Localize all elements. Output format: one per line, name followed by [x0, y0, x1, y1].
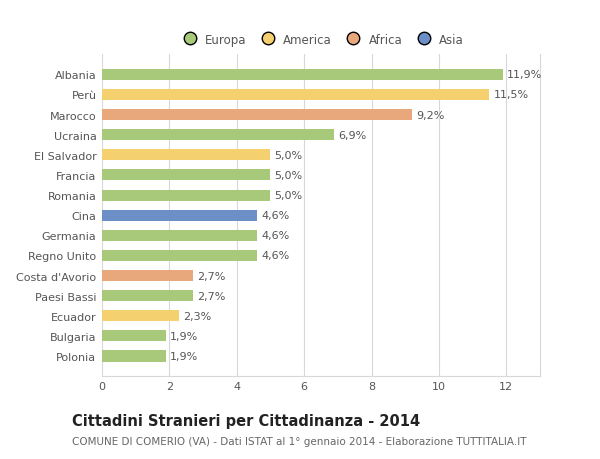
Bar [102, 230, 257, 241]
Text: 2,3%: 2,3% [184, 311, 212, 321]
Bar [102, 90, 490, 101]
Text: 2,7%: 2,7% [197, 271, 226, 281]
Bar [102, 250, 257, 262]
Bar [102, 170, 271, 181]
Bar [102, 311, 179, 322]
Bar [102, 130, 334, 141]
Bar [102, 110, 412, 121]
Bar [102, 330, 166, 341]
Bar [102, 291, 193, 302]
Text: 9,2%: 9,2% [416, 110, 445, 120]
Text: 5,0%: 5,0% [275, 171, 302, 180]
Bar [102, 70, 503, 81]
Text: 4,6%: 4,6% [261, 251, 289, 261]
Legend: Europa, America, Africa, Asia: Europa, America, Africa, Asia [173, 29, 469, 51]
Text: 4,6%: 4,6% [261, 211, 289, 221]
Text: 6,9%: 6,9% [338, 130, 367, 140]
Bar [102, 190, 271, 201]
Bar [102, 270, 193, 281]
Text: 1,9%: 1,9% [170, 351, 199, 361]
Text: COMUNE DI COMERIO (VA) - Dati ISTAT al 1° gennaio 2014 - Elaborazione TUTTITALIA: COMUNE DI COMERIO (VA) - Dati ISTAT al 1… [72, 436, 527, 446]
Text: 4,6%: 4,6% [261, 231, 289, 241]
Text: 5,0%: 5,0% [275, 190, 302, 201]
Bar [102, 210, 257, 221]
Text: 11,9%: 11,9% [507, 70, 542, 80]
Bar [102, 351, 166, 362]
Text: 5,0%: 5,0% [275, 151, 302, 161]
Text: 2,7%: 2,7% [197, 291, 226, 301]
Text: 11,5%: 11,5% [494, 90, 529, 100]
Bar [102, 150, 271, 161]
Text: Cittadini Stranieri per Cittadinanza - 2014: Cittadini Stranieri per Cittadinanza - 2… [72, 413, 420, 428]
Text: 1,9%: 1,9% [170, 331, 199, 341]
